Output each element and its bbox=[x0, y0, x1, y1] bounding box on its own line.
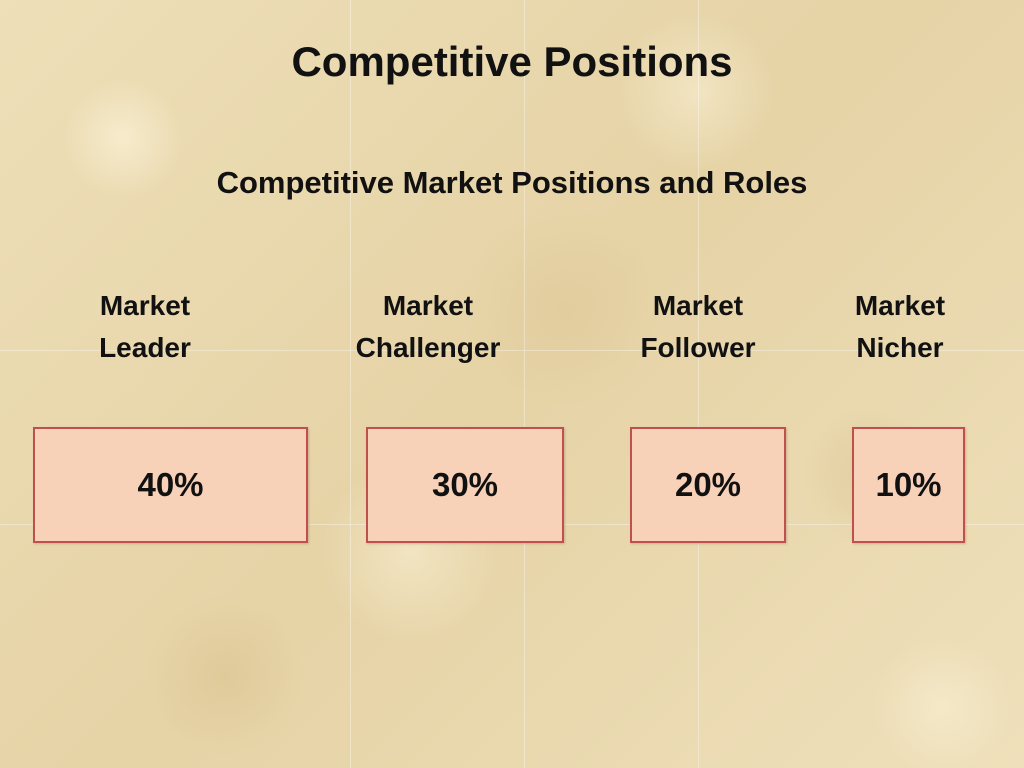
position-label-line: Challenger bbox=[355, 332, 501, 363]
background-grid-line bbox=[698, 0, 699, 768]
position-label-line: Market bbox=[854, 290, 946, 321]
background-grid-line bbox=[524, 0, 525, 768]
share-box-follower: 20% bbox=[630, 427, 786, 543]
position-label-line: Leader bbox=[99, 332, 191, 363]
position-label-line: Follower bbox=[640, 332, 756, 363]
slide-subtitle: Competitive Market Positions and Roles bbox=[216, 165, 808, 200]
position-label-line: Nicher bbox=[856, 332, 944, 363]
share-box-challenger: 30% bbox=[366, 427, 564, 543]
position-label-nicher: Market Nicher bbox=[830, 285, 970, 369]
position-label-follower: Market Follower bbox=[608, 285, 788, 369]
share-box-leader: 40% bbox=[33, 427, 308, 543]
background-grid-line bbox=[350, 0, 351, 768]
position-label-line: Market bbox=[652, 290, 744, 321]
share-box-nicher: 10% bbox=[852, 427, 965, 543]
position-label-line: Market bbox=[382, 290, 474, 321]
position-label-challenger: Market Challenger bbox=[333, 285, 523, 369]
position-label-line: Market bbox=[99, 290, 191, 321]
position-label-leader: Market Leader bbox=[55, 285, 235, 369]
slide-title: Competitive Positions bbox=[291, 38, 733, 85]
